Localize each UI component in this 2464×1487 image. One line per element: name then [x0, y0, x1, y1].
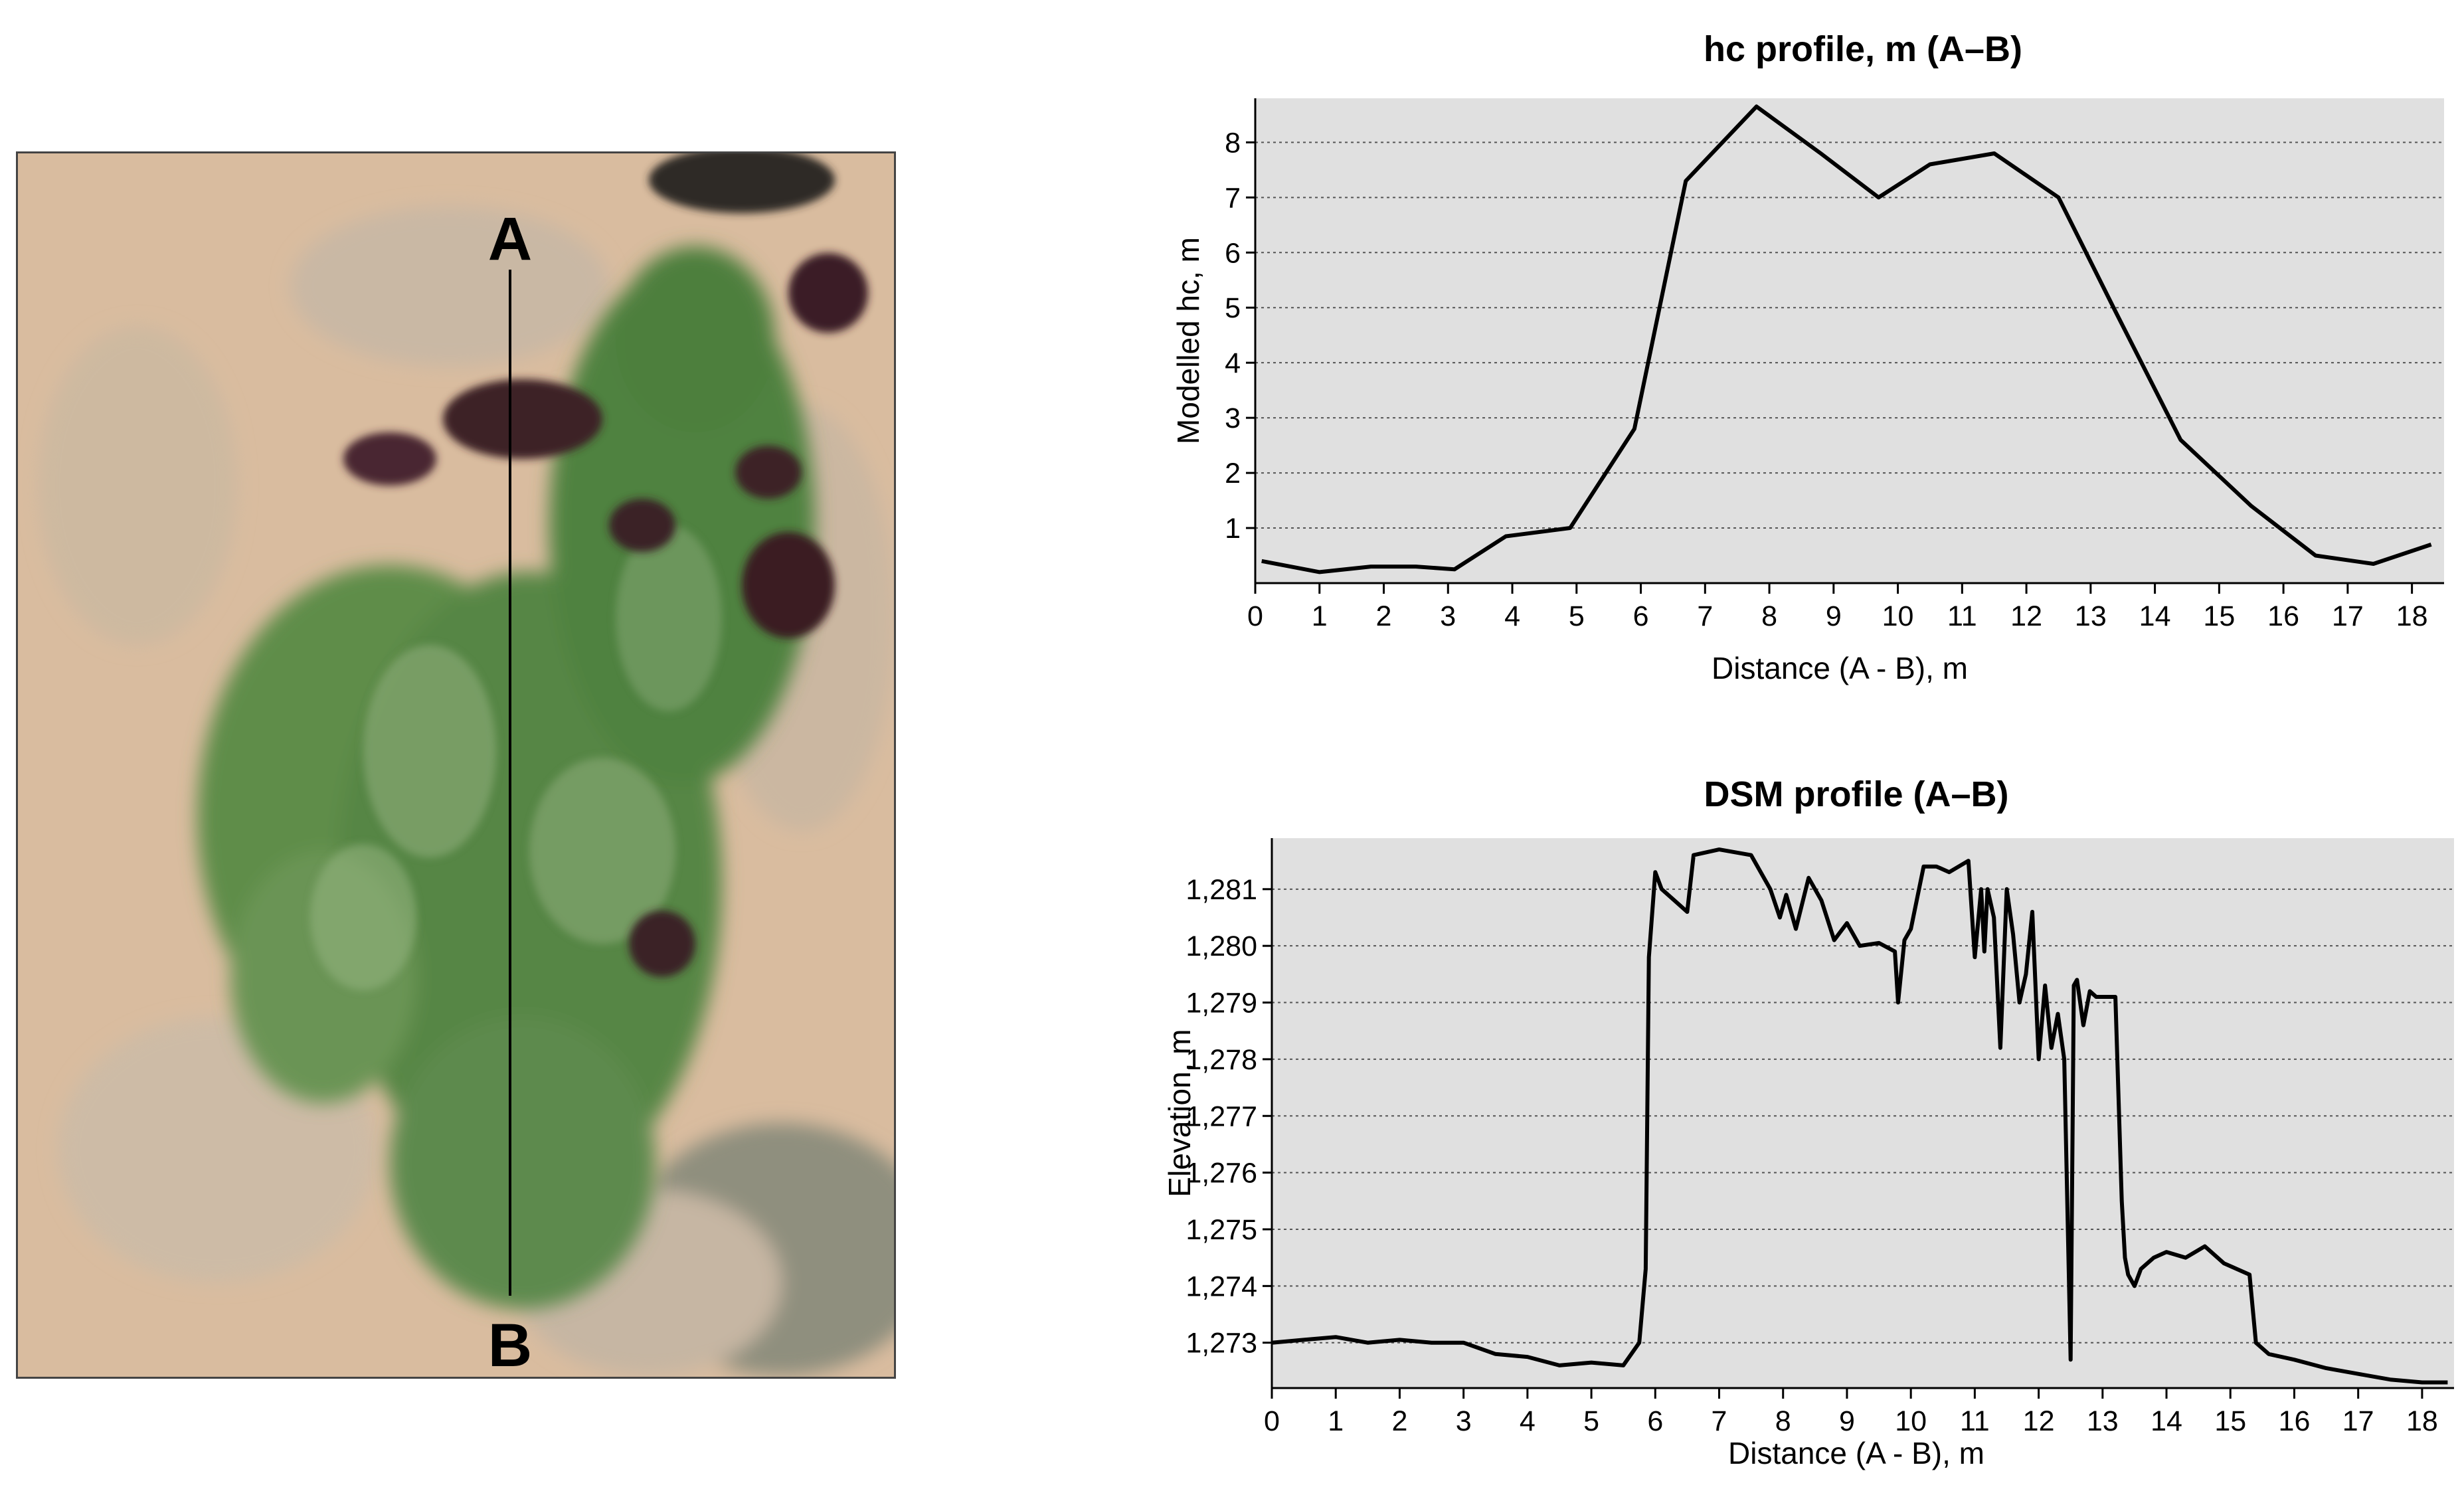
hc-series-line — [1261, 104, 2432, 574]
dsm-x-tick-label: 12 — [2023, 1405, 2055, 1437]
dsm-y-axis-label: Elevation, m — [1162, 1029, 1197, 1197]
dsm-x-tick-label: 18 — [2406, 1405, 2438, 1437]
dsm-x-tick-label: 4 — [1520, 1405, 1536, 1437]
dsm-x-tick-label: 11 — [1960, 1405, 1990, 1437]
canopy-highlights — [310, 525, 722, 990]
hc-x-tick-label: 13 — [2075, 600, 2107, 632]
hc-x-tick-label: 18 — [2396, 600, 2428, 632]
hc-y-tick-label: 2 — [1225, 458, 1241, 489]
dsm-x-tick-label: 8 — [1775, 1405, 1791, 1437]
dsm-x-tick-label: 0 — [1264, 1405, 1280, 1437]
point-b-label: B — [488, 1312, 532, 1377]
hc-x-tick-label: 11 — [1947, 600, 1977, 632]
hc-x-tick-label: 1 — [1312, 600, 1328, 632]
hc-x-tick-label: 9 — [1826, 600, 1842, 632]
dsm-y-tick-label: 1,275 — [1186, 1214, 1257, 1246]
dsm-y-tick-label: 1,277 — [1186, 1100, 1257, 1132]
dsm-x-tick-label: 15 — [2214, 1405, 2246, 1437]
dsm-x-tick-label: 7 — [1712, 1405, 1727, 1437]
hc-y-tick-label: 4 — [1225, 347, 1241, 379]
hc-y-tick-label: 6 — [1225, 237, 1241, 269]
hc-x-tick-label: 12 — [2010, 600, 2042, 632]
aerial-photo: A B — [18, 153, 894, 1377]
dsm-series-line — [1271, 847, 2448, 1385]
dsm-x-tick-label: 9 — [1839, 1405, 1855, 1437]
hc-x-tick-label: 4 — [1504, 600, 1520, 632]
dsm-x-tick-label: 14 — [2151, 1405, 2182, 1437]
dsm-y-tick-label: 1,279 — [1186, 988, 1257, 1019]
hc-x-ticks: 0 1 2 3 4 5 6 7 8 9 10 11 12 13 14 15 16 17 18 — [1247, 583, 2428, 632]
dsm-x-tick-label: 6 — [1647, 1405, 1663, 1437]
dry-grass-patches — [38, 207, 894, 1375]
dsm-x-tick-label: 10 — [1895, 1405, 1927, 1437]
hc-x-tick-label: 3 — [1440, 600, 1456, 632]
hc-y-ticks: 1 2 3 4 5 6 7 8 — [1225, 127, 1255, 545]
dsm-y-tick-label: 1,274 — [1186, 1270, 1257, 1302]
hc-y-axis-label: Modelled hc, m — [1171, 237, 1205, 444]
hc-x-tick-label: 16 — [2267, 600, 2299, 632]
dsm-x-tick-label: 17 — [2342, 1405, 2374, 1437]
hc-x-tick-label: 14 — [2139, 600, 2171, 632]
dsm-y-tick-label: 1,276 — [1186, 1158, 1257, 1189]
hc-x-tick-label: 8 — [1761, 600, 1777, 632]
dsm-x-tick-label: 13 — [2087, 1405, 2119, 1437]
hc-x-tick-label: 2 — [1376, 600, 1392, 632]
canopy-shadows — [343, 153, 868, 977]
dsm-y-tick-label: 1,278 — [1186, 1044, 1257, 1076]
dsm-x-ticks: 0 1 2 3 4 5 6 7 8 9 10 11 12 13 14 15 16 17 18 — [1264, 1388, 2438, 1437]
hc-y-tick-label: 8 — [1225, 127, 1241, 159]
hc-gridlines — [1255, 141, 2444, 529]
hc-x-tick-label: 6 — [1633, 600, 1649, 632]
hc-y-tick-label: 3 — [1225, 402, 1241, 434]
dsm-x-axis-label: Distance (A - B), m — [1728, 1436, 1984, 1470]
hc-chart-title: hc profile, m (A–B) — [1704, 29, 2022, 69]
dsm-plot-area — [1272, 838, 2454, 1388]
dsm-x-tick-label: 5 — [1583, 1405, 1599, 1437]
point-a-label: A — [488, 205, 532, 273]
aerial-image-panel: A B — [16, 151, 896, 1379]
hc-x-tick-label: 5 — [1569, 600, 1585, 632]
hc-x-tick-label: 15 — [2203, 600, 2235, 632]
dsm-x-tick-label: 3 — [1456, 1405, 1472, 1437]
hc-x-tick-label: 10 — [1882, 600, 1914, 632]
hc-plot-area — [1255, 98, 2444, 583]
dsm-x-tick-label: 1 — [1328, 1405, 1344, 1437]
dsm-x-tick-label: 2 — [1391, 1405, 1407, 1437]
dsm-chart-title: DSM profile (A–B) — [1704, 774, 2009, 814]
hc-x-tick-label: 7 — [1697, 600, 1713, 632]
hc-y-tick-label: 5 — [1225, 292, 1241, 324]
dsm-y-tick-label: 1,273 — [1186, 1328, 1257, 1359]
hc-x-axis-label: Distance (A - B), m — [1712, 651, 1968, 685]
dsm-y-tick-label: 1,281 — [1186, 874, 1257, 906]
dsm-y-tick-label: 1,280 — [1186, 930, 1257, 962]
dsm-y-ticks: 1,273 1,274 1,275 1,276 1,277 1,278 1,279 1,280… — [1186, 874, 1272, 1359]
hc-x-tick-label: 17 — [2332, 600, 2364, 632]
hc-y-tick-label: 1 — [1225, 513, 1241, 545]
hc-y-tick-label: 7 — [1225, 182, 1241, 214]
hc-x-tick-label: 0 — [1247, 600, 1263, 632]
dsm-profile-chart: DSM profile (A–B) 1,2731,2741,2751,2761,… — [1162, 774, 2454, 1470]
dsm-x-tick-label: 16 — [2279, 1405, 2311, 1437]
